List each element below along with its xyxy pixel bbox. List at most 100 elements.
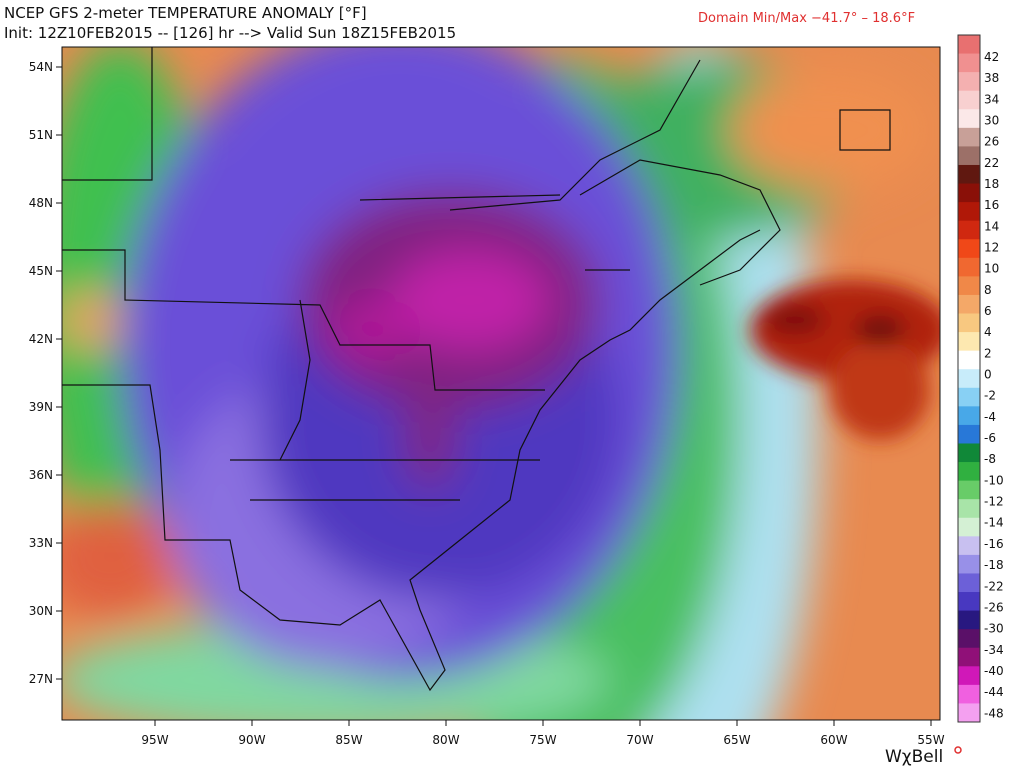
colorbar-label: 2	[984, 346, 992, 360]
colorbar-label: 8	[984, 283, 992, 297]
lat-label: 39N	[29, 400, 53, 414]
colorbar-label: -40	[984, 664, 1004, 678]
lat-axis: 54N 51N 48N 45N 42N 39N 36N 33N 30N 27N	[29, 60, 62, 686]
colorbar-segment	[958, 703, 980, 723]
colorbar-label: 34	[984, 92, 999, 106]
colorbar-segment	[958, 647, 980, 667]
lat-label: 30N	[29, 604, 53, 618]
lon-label: 90W	[238, 733, 265, 747]
lat-label: 51N	[29, 128, 53, 142]
colorbar-label: 18	[984, 177, 999, 191]
colorbar-segment	[958, 294, 980, 315]
lon-label: 70W	[626, 733, 653, 747]
colorbar-segment	[958, 443, 980, 463]
colorbar-label: -6	[984, 431, 996, 445]
colorbar: 423834302622181614121086420-2-4-6-8-10-1…	[957, 34, 1004, 723]
colorbar-label: -34	[984, 643, 1004, 657]
colorbar-segment	[958, 462, 980, 482]
lat-label: 42N	[29, 332, 53, 346]
colorbar-segment	[958, 480, 980, 500]
colorbar-segment	[958, 666, 980, 686]
colorbar-segment	[958, 424, 980, 444]
colorbar-label: -8	[984, 452, 996, 466]
lat-label: 27N	[29, 672, 53, 686]
colorbar-segment	[958, 499, 980, 519]
colorbar-label: 30	[984, 114, 999, 128]
colorbar-segment	[958, 610, 980, 630]
colorbar-segment	[958, 573, 980, 593]
colorbar-segment	[958, 350, 980, 370]
colorbar-segment	[958, 684, 980, 704]
colorbar-segment	[958, 202, 980, 222]
lon-label: 80W	[432, 733, 459, 747]
colorbar-segment	[958, 220, 980, 240]
colorbar-segment	[958, 313, 980, 333]
colorbar-segment	[958, 35, 980, 55]
colorbar-segment	[958, 387, 980, 407]
anomaly-field	[62, 47, 930, 720]
colorbar-frame	[957, 34, 981, 723]
colorbar-segment	[958, 257, 980, 277]
lon-label: 65W	[723, 733, 750, 747]
lat-label: 33N	[29, 536, 53, 550]
colorbar-label: 42	[984, 50, 999, 64]
colorbar-segment	[958, 72, 980, 92]
logo-dot	[954, 746, 962, 754]
colorbar-segment	[958, 183, 980, 203]
lon-axis: 95W 90W 85W 80W 75W 70W 65W 60W 55W	[141, 720, 945, 747]
map	[62, 47, 940, 720]
colorbar-label: -26	[984, 600, 1004, 614]
colorbar-segment	[958, 369, 980, 389]
colorbar-label: -10	[984, 473, 1004, 487]
lon-label: 75W	[529, 733, 556, 747]
colorbar-segment	[958, 536, 980, 556]
colorbar-segment	[958, 276, 980, 296]
map-frame	[61, 46, 941, 721]
colorbar-label: -30	[984, 622, 1004, 636]
lon-label: 85W	[335, 733, 362, 747]
colorbar-label: -14	[984, 516, 1004, 530]
logo: WχBell	[885, 747, 943, 767]
colorbar-segment	[958, 629, 980, 649]
colorbar-segment	[958, 146, 980, 166]
lat-label: 54N	[29, 60, 53, 74]
lon-label: 95W	[141, 733, 168, 747]
colorbar-segment	[958, 517, 980, 537]
colorbar-segment	[958, 332, 980, 352]
colorbar-segment	[958, 164, 980, 185]
colorbar-segment	[958, 127, 980, 147]
subtitle: Init: 12Z10FEB2015 -- [126] hr --> Valid…	[4, 24, 456, 42]
colorbar-label: 26	[984, 135, 999, 149]
colorbar-label: 22	[984, 156, 999, 170]
colorbar-label: 4	[984, 325, 992, 339]
lon-label: 60W	[820, 733, 847, 747]
colorbar-label: -48	[984, 706, 1004, 720]
title: NCEP GFS 2-meter TEMPERATURE ANOMALY [°F…	[4, 4, 367, 22]
colorbar-label: -2	[984, 389, 996, 403]
warm-anomaly	[750, 280, 940, 440]
colorbar-segment	[958, 406, 980, 426]
lat-label: 45N	[29, 264, 53, 278]
lat-label: 48N	[29, 196, 53, 210]
colorbar-segment	[958, 90, 980, 110]
colorbar-label: -44	[984, 685, 1004, 699]
domain-minmax: Domain Min/Max −41.7° – 18.6°F	[698, 11, 915, 26]
colorbar-label: 6	[984, 304, 992, 318]
colorbar-label: 0	[984, 368, 992, 382]
colorbar-segment	[958, 53, 980, 73]
colorbar-segment	[958, 592, 980, 612]
colorbar-label: 16	[984, 198, 999, 212]
colorbar-segment	[958, 554, 980, 574]
lon-label: 55W	[917, 733, 944, 747]
colorbar-label: -12	[984, 495, 1004, 509]
colorbar-label: 12	[984, 241, 999, 255]
colorbar-label: -4	[984, 410, 996, 424]
colorbar-segment	[958, 239, 980, 259]
colorbar-label: 38	[984, 71, 999, 85]
colorbar-segment	[958, 109, 980, 129]
colorbar-label: -16	[984, 537, 1004, 551]
colorbar-label: -22	[984, 579, 1004, 593]
colorbar-label: -18	[984, 558, 1004, 572]
lat-label: 36N	[29, 468, 53, 482]
